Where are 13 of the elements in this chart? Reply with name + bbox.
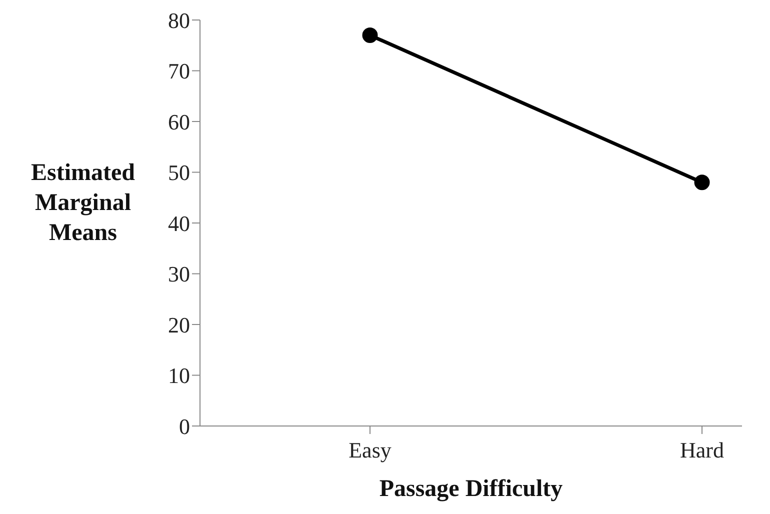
y-tick-label: 0 xyxy=(179,414,190,439)
y-tick-label: 10 xyxy=(168,363,190,388)
x-axis-title: Passage Difficulty xyxy=(379,476,563,502)
y-axis-title: Estimated Marginal Means xyxy=(30,159,136,248)
y-tick-label: 20 xyxy=(168,312,190,338)
y-tick-label: 70 xyxy=(168,58,190,84)
y-tick-label: 80 xyxy=(168,8,190,33)
x-tick-label: Hard xyxy=(680,438,724,463)
y-tick-label: 60 xyxy=(168,109,190,134)
y-tick-label: 50 xyxy=(168,160,190,186)
y-tick-label: 40 xyxy=(168,210,190,236)
y-tick-label: 30 xyxy=(168,262,190,287)
x-tick-label: Easy xyxy=(348,438,392,463)
